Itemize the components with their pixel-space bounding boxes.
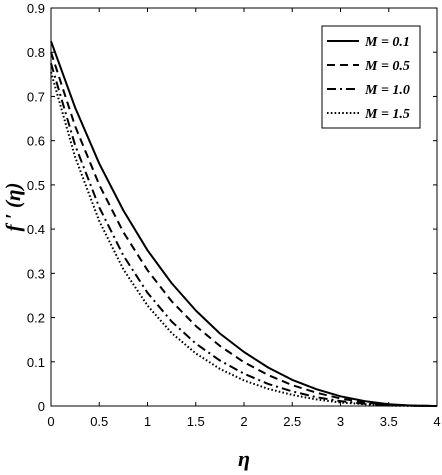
x-axis-title: η [238,446,250,471]
x-axis-ticks: 0 0.5 1 1.5 2 2.5 3 3.5 4 [47,8,441,429]
x-tick-label: 2 [240,414,247,429]
series-line-1 [50,40,438,407]
legend-label: M = 0.5 [364,59,410,74]
legend-label: M = 1.0 [364,83,410,98]
y-tick-label: 0.3 [27,266,45,281]
legend: M = 0.1 M = 0.5 M = 1.0 M = 1.5 [321,25,421,129]
x-tick-label: 4 [433,414,440,429]
y-tick-label: 0.5 [27,178,45,193]
series-line-2 [50,51,438,407]
x-tick-label: 2.5 [283,414,301,429]
y-axis-ticks: 0 0.1 0.2 0.3 0.4 0.5 0.6 0.7 0.8 0.9 [27,1,437,414]
legend-box [321,25,421,129]
y-tick-label: 0.6 [27,134,45,149]
x-tick-label: 1 [144,414,151,429]
series-line-4 [50,71,438,407]
plot-frame [50,7,438,407]
y-axis-title: f ′ (η) [1,183,25,232]
legend-label: M = 1.5 [364,107,410,122]
y-tick-label: 0.7 [27,89,45,104]
series-layer [50,40,438,407]
x-tick-label: 0.5 [90,414,108,429]
x-tick-label: 3 [337,414,344,429]
y-tick-label: 0.8 [27,45,45,60]
y-tick-label: 0.1 [27,355,45,370]
legend-label: M = 0.1 [364,35,410,50]
x-tick-label: 0 [47,414,54,429]
x-tick-label: 3.5 [380,414,398,429]
y-tick-label: 0 [38,399,45,414]
x-tick-label: 1.5 [187,414,205,429]
y-tick-label: 0.9 [27,1,45,16]
y-tick-label: 0.2 [27,311,45,326]
y-tick-label: 0.4 [27,222,45,237]
